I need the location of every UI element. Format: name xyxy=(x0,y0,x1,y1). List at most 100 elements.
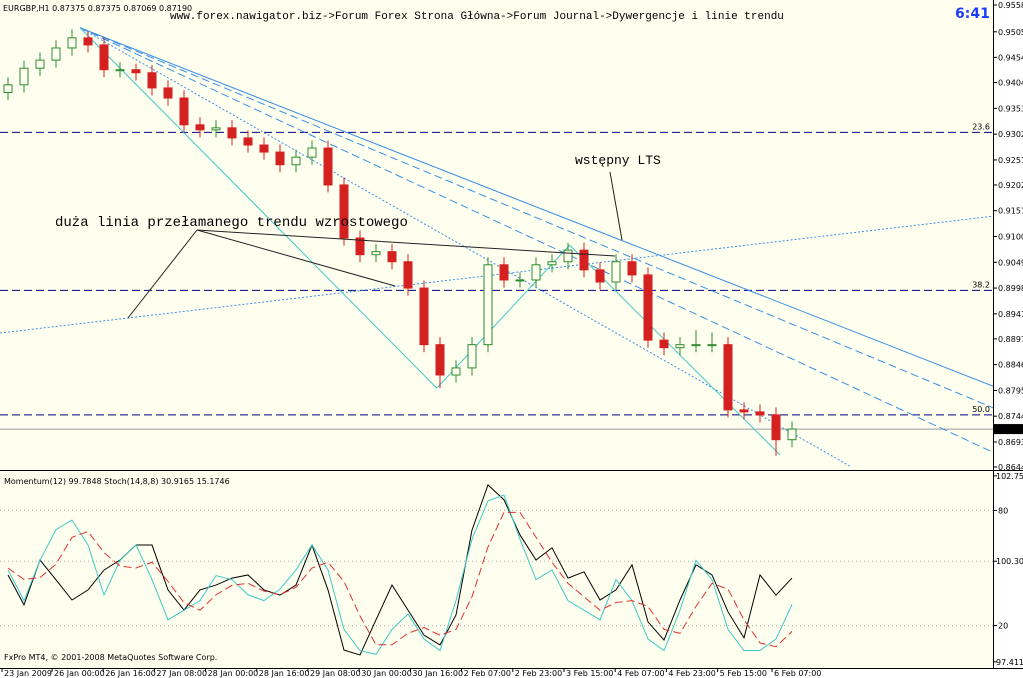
y-tick-label: 0.93535 xyxy=(998,104,1023,113)
candle-body xyxy=(67,37,77,49)
candle-body xyxy=(35,59,45,69)
candle-body xyxy=(739,409,749,413)
breadcrumb: www.forex.nawigator.biz->Forum Forex Str… xyxy=(170,11,784,23)
x-tick-label: 2 Feb 07:00 xyxy=(464,669,511,678)
trend-line xyxy=(79,27,993,409)
candle-body xyxy=(211,127,221,131)
trend-line xyxy=(569,244,781,456)
candle-body xyxy=(547,261,557,266)
y-tick-label: 0.90490 xyxy=(998,258,1023,267)
fib-label: 23.6 xyxy=(972,122,990,131)
candle-body xyxy=(51,47,61,61)
candle-body xyxy=(627,261,637,276)
indicator-line xyxy=(7,483,793,656)
y-tick-label: 0.87445 xyxy=(998,412,1023,421)
trend-line xyxy=(0,215,993,334)
y-tick-label: 0.93025 xyxy=(998,130,1023,139)
annotation-text: duża linia przełamanego trendu wzrostowe… xyxy=(55,215,408,231)
candle-body xyxy=(19,67,29,86)
indicator-title: Momentum(12) 99.7848 Stoch(14,8,8) 30.91… xyxy=(4,477,230,486)
annotation-arrow xyxy=(609,171,623,241)
candle-body xyxy=(563,249,573,263)
candle-body xyxy=(227,127,237,139)
candle-body xyxy=(323,147,333,186)
candle-body xyxy=(707,344,717,347)
annotation-lines xyxy=(127,171,623,319)
y-tick-label: 0.94045 xyxy=(998,79,1023,88)
x-tick-label: 4 Feb 07:00 xyxy=(617,669,664,678)
annotation-arrow xyxy=(127,229,198,319)
annotation-text: wstępny LTS xyxy=(575,153,661,168)
indicator-line xyxy=(7,494,793,655)
footer: FxPro MT4, © 2001-2008 MetaQuotes Softwa… xyxy=(4,653,217,662)
y-tick-label: 0.88465 xyxy=(998,361,1023,370)
symbol-info: EURGBP,H1 0.87375 0.87375 0.87069 0.8719… xyxy=(3,4,192,13)
current-price-label: 0.87190 xyxy=(996,425,1023,434)
candle-body xyxy=(451,367,461,376)
candle-body xyxy=(355,237,365,256)
candle-body xyxy=(83,37,93,46)
y-tick-label: 0.88975 xyxy=(998,335,1023,344)
candle-body xyxy=(259,144,269,153)
y-tick-label: 0.95050 xyxy=(998,28,1023,37)
candle-body xyxy=(595,269,605,283)
candle-body xyxy=(579,249,589,271)
candle-body xyxy=(147,72,157,89)
x-tick-label: 6 Feb 07:00 xyxy=(774,669,821,678)
candle-body xyxy=(611,261,621,283)
x-tick-label: 4 Feb 23:00 xyxy=(668,669,715,678)
candle-body xyxy=(243,137,253,146)
candle-body xyxy=(419,287,429,346)
x-tick-label: 26 Jan 00:00 xyxy=(54,669,105,678)
candle-body xyxy=(387,251,397,263)
annotation-arrow xyxy=(196,229,396,287)
candle-body xyxy=(675,344,685,349)
candle-body xyxy=(179,97,189,126)
x-tick-label: 2 Feb 23:00 xyxy=(515,669,562,678)
candle-body xyxy=(723,344,733,411)
x-tick-label: 30 Jan 16:00 xyxy=(412,669,463,678)
candle-body xyxy=(771,414,781,441)
candle-body xyxy=(483,264,493,346)
trend-line xyxy=(79,27,438,389)
candle-body xyxy=(307,147,317,158)
candle-body xyxy=(99,44,109,71)
y-tick-label: 0.92515 xyxy=(998,156,1023,165)
candle-body xyxy=(371,251,381,256)
x-tick-label: 26 Jan 16:00 xyxy=(105,669,156,678)
x-tick-label: 23 Jan 2009 xyxy=(4,669,52,678)
y-tick-label: 102.7583 xyxy=(996,472,1023,481)
axis-background xyxy=(993,0,1023,678)
candle-body xyxy=(291,156,301,166)
y-tick-label: 0.89470 xyxy=(998,310,1023,319)
y-tick-label: 0.94545 xyxy=(998,53,1023,62)
y-tick-label: 100.3048 xyxy=(996,557,1023,566)
candle-body xyxy=(643,274,653,341)
candle-body xyxy=(339,184,349,239)
price-plot: 23.6 38.2 50.0 xyxy=(0,27,993,467)
fib-label: 38.2 xyxy=(972,280,990,289)
candle-body xyxy=(531,264,541,281)
candle-body xyxy=(467,344,477,369)
candle-body xyxy=(403,261,413,289)
candle-body xyxy=(499,264,509,281)
x-tick-label: 28 Jan 16:00 xyxy=(259,669,310,678)
indicator-line xyxy=(7,511,793,648)
x-tick-label: 28 Jan 00:00 xyxy=(208,669,259,678)
y-tick-label: 0.91000 xyxy=(998,233,1023,242)
trend-line xyxy=(79,27,993,453)
candle-body xyxy=(195,124,205,131)
x-tick-label: 27 Jan 08:00 xyxy=(156,669,207,678)
y-tick-label: 0.86935 xyxy=(998,438,1023,447)
trend-line xyxy=(79,27,993,387)
y-tick-label: 97.4119 xyxy=(996,658,1023,667)
plot-background xyxy=(0,0,993,669)
clock: 6:41 xyxy=(955,6,990,22)
x-tick-label: 5 Feb 15:00 xyxy=(720,669,767,678)
fib-label: 50.0 xyxy=(972,405,990,414)
candle-body xyxy=(275,151,285,166)
y-tick-label: 0.91510 xyxy=(998,207,1023,216)
y-tick-label: 0.86440 xyxy=(998,463,1023,472)
x-tick-label: 3 Feb 15:00 xyxy=(566,669,613,678)
